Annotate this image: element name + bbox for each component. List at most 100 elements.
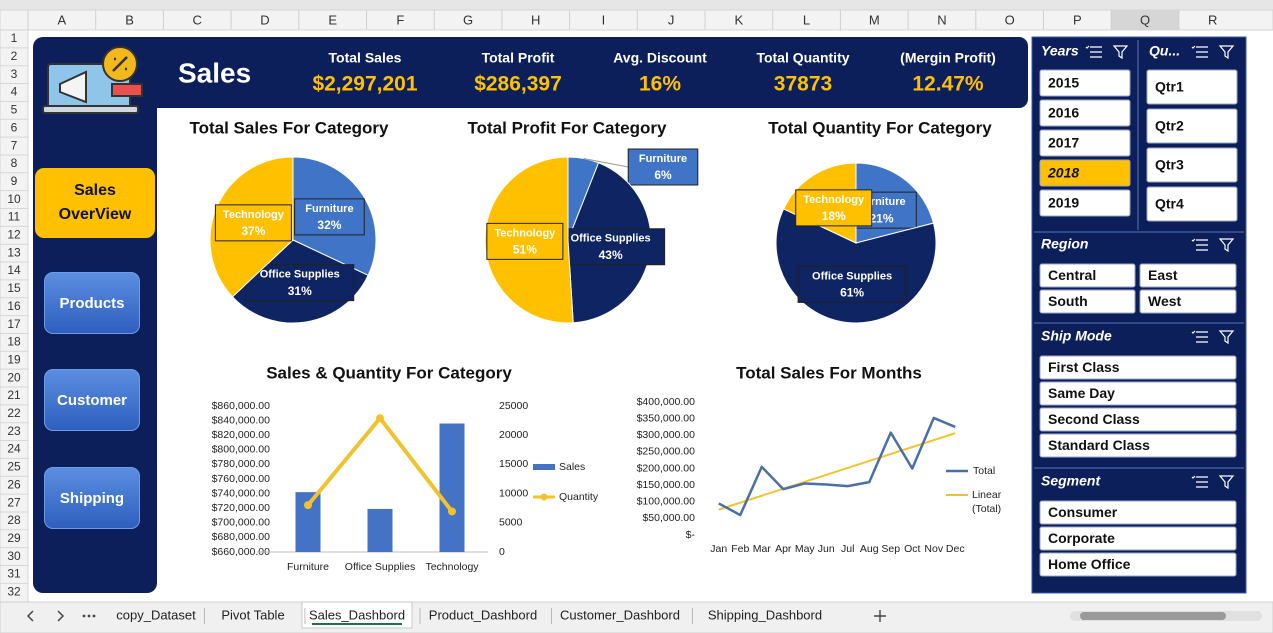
x-tick-label: Office Supplies (345, 561, 415, 573)
nav-button[interactable]: Sales OverView (35, 168, 155, 238)
column-header: J (668, 12, 675, 27)
slicer-item-label: Same Day (1048, 385, 1115, 401)
slicer-item[interactable] (1039, 355, 1237, 380)
column-header: G (463, 12, 473, 27)
nav-button[interactable]: Customer (44, 369, 140, 431)
y2-tick-label: 10000 (499, 487, 528, 499)
x-tick-label: Furniture (287, 561, 329, 573)
x-tick-label: Aug (860, 543, 879, 555)
column-header: H (531, 12, 540, 27)
legend-label: Total (973, 465, 995, 477)
data-label-category: Technology (803, 194, 865, 206)
row-header: 26 (7, 477, 21, 491)
slicer-item[interactable] (1039, 129, 1131, 157)
kpi-label: (Mergin Profit) (900, 50, 996, 66)
data-label-category: Furniture (305, 203, 353, 215)
slicer-item[interactable] (1039, 433, 1237, 458)
x-tick-label: Oct (904, 543, 920, 555)
slicer-item-label: Second Class (1048, 411, 1140, 427)
slicer-item-label: Qtr3 (1155, 157, 1184, 173)
y-tick-label: $820,000.00 (212, 429, 271, 441)
data-label-value: 51% (513, 243, 537, 257)
clear-filter-icon (1218, 475, 1235, 490)
x-tick-label: Jan (710, 543, 727, 555)
line (718, 416, 956, 517)
slicer-item[interactable] (1146, 147, 1238, 183)
slicer-item[interactable] (1039, 99, 1131, 127)
nav-button[interactable]: Shipping (44, 467, 140, 529)
slicer-item-label: 2018 (1047, 165, 1079, 181)
line-marker (376, 414, 384, 423)
slicer-item[interactable] (1039, 500, 1237, 525)
y-tick-label: $780,000.00 (212, 458, 271, 470)
row-header: 17 (7, 317, 21, 331)
row-header: 16 (7, 299, 21, 313)
column-header: F (396, 12, 404, 27)
slicer-item[interactable] (1146, 108, 1238, 144)
slicer-item[interactable] (1146, 186, 1238, 222)
slicer-item-label: Corporate (1048, 530, 1115, 546)
slicer-item[interactable] (1039, 381, 1237, 406)
column-header: I (602, 12, 606, 27)
x-tick-label: Feb (731, 543, 749, 555)
row-header: 32 (7, 585, 21, 599)
add-sheet (874, 610, 886, 622)
row-header: 9 (11, 174, 18, 188)
y-tick-label: $350,000.00 (637, 412, 696, 424)
x-tick-label: Dec (946, 543, 965, 555)
trendline (718, 432, 956, 511)
slicer-item-label: First Class (1048, 359, 1120, 375)
bar (439, 423, 465, 552)
slicer-item-label: East (1148, 267, 1178, 283)
x-tick-label: Jun (818, 543, 835, 555)
data-label-value: 37% (241, 224, 265, 238)
row-header: 30 (7, 549, 21, 563)
slicer-item[interactable] (1039, 69, 1131, 97)
row-header: 29 (7, 531, 21, 545)
y-tick-label: $300,000.00 (637, 429, 696, 441)
sheet-tab: Product_Dashbord (429, 607, 537, 622)
slicer-item[interactable] (1039, 159, 1131, 187)
row-header: 3 (11, 67, 18, 81)
column-header: E (328, 12, 337, 27)
multi-select-icon (1191, 45, 1208, 58)
slicer-item[interactable] (1146, 69, 1238, 105)
data-label-value: 21% (869, 211, 893, 225)
slicer-item[interactable] (1039, 407, 1237, 432)
icon-tag (111, 83, 143, 97)
row-header: 28 (7, 513, 21, 527)
column-header: R (1208, 12, 1217, 27)
slicer-item[interactable] (1039, 289, 1136, 314)
slicer-item[interactable] (1039, 263, 1136, 288)
leader-line (583, 157, 629, 168)
kpi-label: Total Sales (329, 50, 402, 66)
slicer-item[interactable] (1039, 189, 1131, 217)
tab-more-dot (82, 614, 86, 618)
y2-tick-label: 25000 (499, 400, 528, 412)
sheet-tab: copy_Dataset (116, 607, 196, 622)
legend-label: Sales (559, 461, 585, 473)
y-tick-label: $660,000.00 (212, 546, 271, 558)
scrollbar-thumb (1080, 612, 1226, 620)
sheet-tab: Customer_Dashbord (560, 607, 680, 622)
data-label-value: 32% (317, 218, 341, 232)
nav-button[interactable]: Products (44, 272, 140, 334)
slicer-item[interactable] (1139, 289, 1237, 314)
data-label-value: 31% (288, 284, 312, 298)
data-label-box (245, 264, 355, 302)
data-label-category: Office Supplies (812, 270, 892, 282)
data-label-value: 43% (599, 248, 623, 262)
slicer-item-label: Home Office (1048, 556, 1131, 572)
chart-title: Sales & Quantity For Category (266, 363, 512, 382)
slicer-item-label: 2017 (1048, 135, 1079, 151)
legend-label: Quantity (559, 491, 599, 503)
slicer-item[interactable] (1039, 552, 1237, 577)
slicer-item[interactable] (1039, 526, 1237, 551)
toolbar (0, 0, 1273, 10)
x-tick-label: Nov (924, 543, 943, 555)
row-header: 23 (7, 424, 21, 438)
kpi-label: Total Quantity (756, 50, 849, 66)
y-tick-label: $720,000.00 (212, 502, 271, 514)
kpi-value: 37873 (774, 73, 832, 96)
slicer-item[interactable] (1139, 263, 1237, 288)
